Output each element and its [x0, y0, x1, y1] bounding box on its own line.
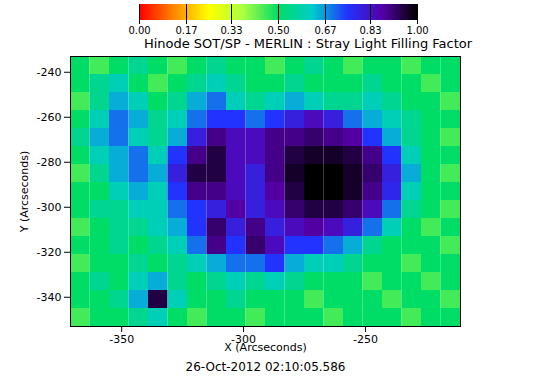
- svg-text:0.33: 0.33: [220, 25, 242, 36]
- svg-text:-280: -280: [37, 156, 62, 169]
- svg-text:-320: -320: [37, 246, 62, 259]
- svg-text:-300: -300: [37, 201, 62, 214]
- svg-text:0.00: 0.00: [128, 25, 150, 36]
- svg-text:0.67: 0.67: [314, 25, 336, 36]
- svg-text:-350: -350: [109, 333, 134, 346]
- svg-text:-250: -250: [353, 333, 378, 346]
- svg-text:-240: -240: [37, 66, 62, 79]
- svg-text:-340: -340: [37, 291, 62, 304]
- html-text:Hinode SOT/SP - MERLIN : Stray: Hinode SOT/SP - MERLIN : Stray Light Fil…: [143, 36, 473, 51]
- svg-text:1.00: 1.00: [406, 25, 428, 36]
- svg-text:Y (Arcseconds): Y (Arcseconds): [18, 151, 31, 234]
- svg-text:26-Oct-2012 02:10:05.586: 26-Oct-2012 02:10:05.586: [186, 360, 346, 374]
- svg-text:0.83: 0.83: [359, 25, 381, 36]
- svg-text:0.50: 0.50: [267, 25, 289, 36]
- svg-text:0.17: 0.17: [175, 25, 197, 36]
- svg-text:X (Arcseconds): X (Arcseconds): [224, 341, 306, 354]
- svg-text:-260: -260: [37, 111, 62, 124]
